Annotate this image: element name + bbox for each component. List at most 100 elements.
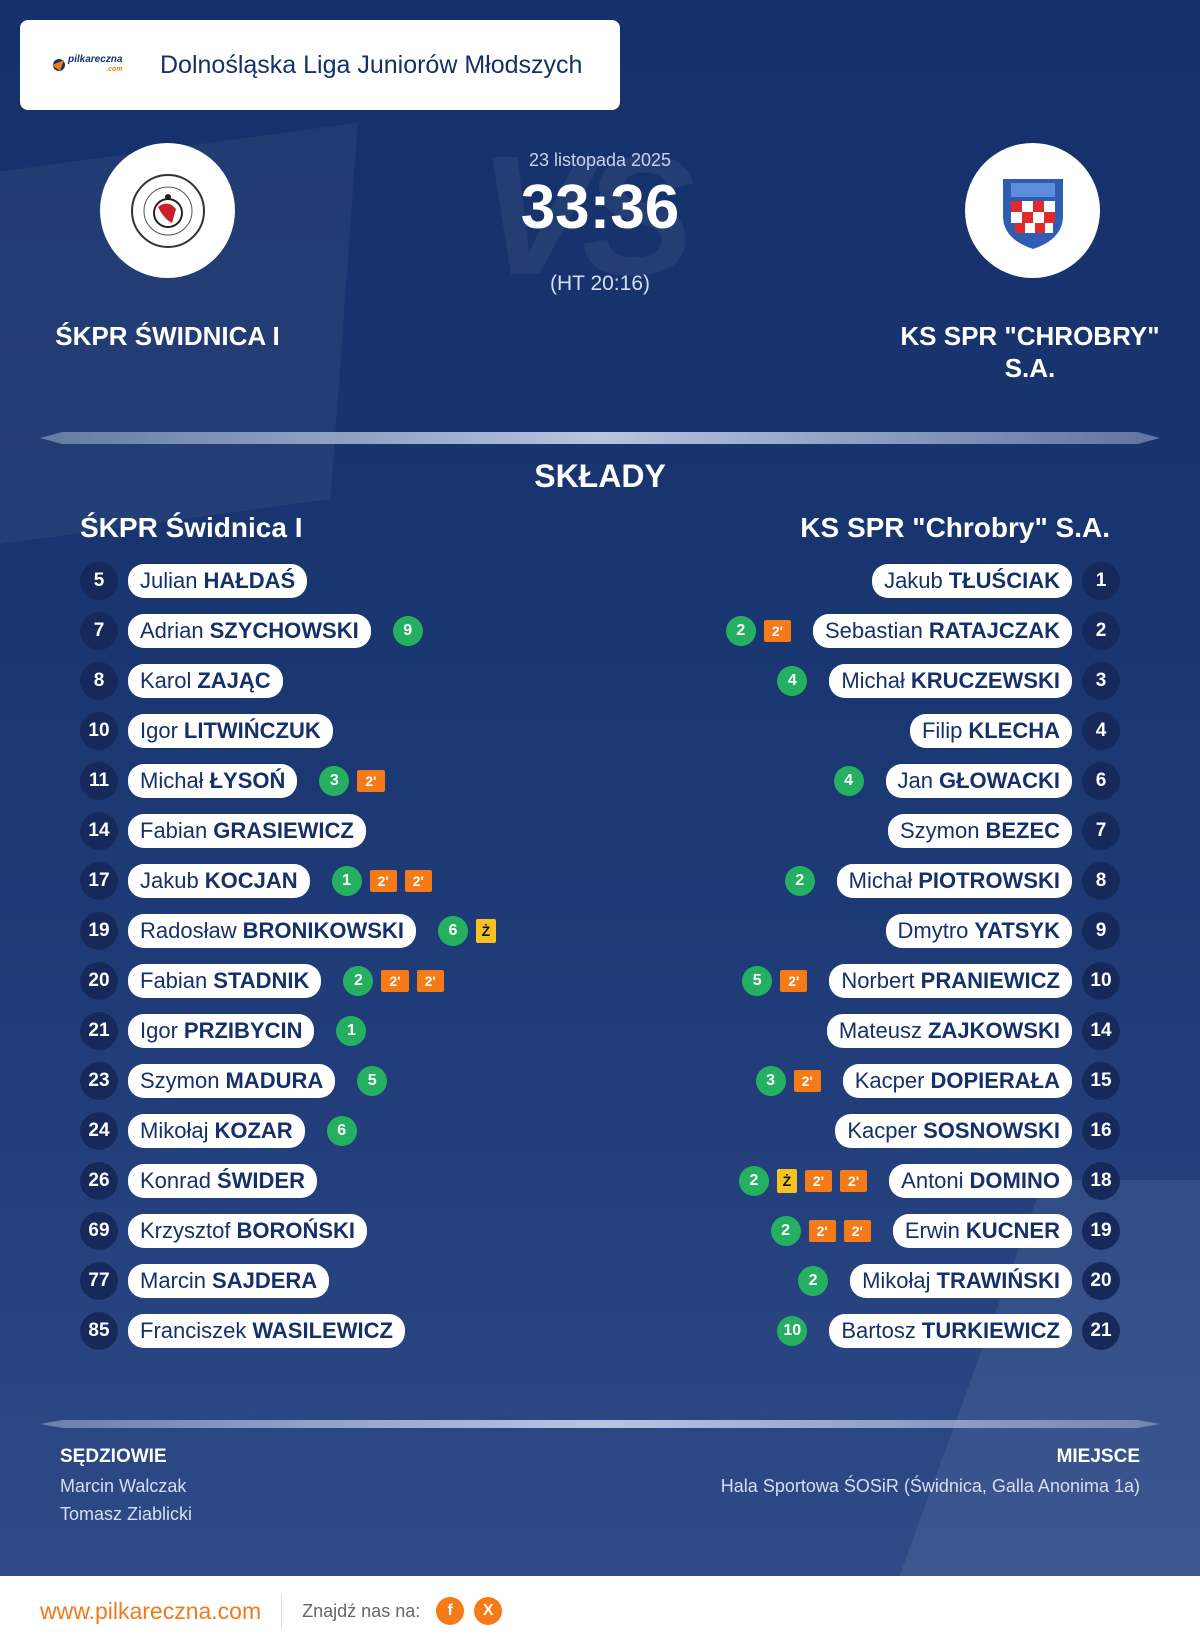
league-header: pilkareczna .com Dolnośląska Liga Junior… xyxy=(20,20,620,110)
brand-suffix: .com xyxy=(106,66,123,73)
player-number: 14 xyxy=(1082,1012,1120,1050)
player-row: Filip KLECHA 4 xyxy=(726,706,1120,756)
suspension-badge: 2' xyxy=(416,970,444,992)
player-row: 10 Igor LITWIŃCZUK xyxy=(80,706,496,756)
goals-badge: 2 xyxy=(798,1266,829,1296)
player-first-name: Franciszek xyxy=(140,1318,247,1343)
player-number: 1 xyxy=(1082,562,1120,600)
player-events: 2 2' xyxy=(725,616,791,646)
player-events: 5 2' xyxy=(742,966,808,996)
facebook-icon[interactable]: f xyxy=(436,1597,465,1625)
player-last-name: ZAJKOWSKI xyxy=(928,1018,1060,1043)
player-row: 77 Marcin SAJDERA xyxy=(80,1256,496,1306)
goals-badge: 4 xyxy=(777,666,808,696)
player-row: 2 Mikołaj TRAWIŃSKI 20 xyxy=(726,1256,1120,1306)
player-last-name: KUCNER xyxy=(965,1218,1060,1243)
player-row: 85 Franciszek WASILEWICZ xyxy=(80,1306,496,1356)
website-link[interactable]: www.pilkareczna.com xyxy=(40,1597,262,1624)
x-icon[interactable]: X xyxy=(474,1597,503,1625)
player-last-name: GŁOWACKI xyxy=(939,768,1060,793)
player-last-name: BOROŃSKI xyxy=(236,1218,356,1243)
player-row: 11 Michał ŁYSOŃ 3 2' xyxy=(80,756,496,806)
player-number: 77 xyxy=(80,1262,118,1300)
player-last-name: SZYCHOWSKI xyxy=(209,618,359,643)
player-row: 21 Igor PRZIBYCIN 1 xyxy=(80,1006,496,1056)
player-first-name: Igor xyxy=(140,1018,178,1043)
brand-name: pilkareczna xyxy=(68,54,123,65)
player-row: 17 Jakub KOCJAN 1 2' 2' xyxy=(80,856,496,906)
player-row: 23 Szymon MADURA 5 xyxy=(80,1056,496,1106)
player-first-name: Sebastian xyxy=(824,618,923,643)
player-name: Erwin KUCNER xyxy=(892,1214,1072,1248)
player-number: 18 xyxy=(1082,1162,1120,1200)
goals-badge: 6 xyxy=(437,916,468,946)
player-last-name: DOPIERAŁA xyxy=(930,1068,1060,1093)
suspension-badge: 2' xyxy=(804,1170,833,1192)
player-row: 8 Karol ZAJĄC xyxy=(80,656,496,706)
yellow-card-icon: Ż xyxy=(776,1169,797,1193)
suspension-badge: 2' xyxy=(793,1070,821,1092)
goals-badge: 2 xyxy=(725,616,756,646)
away-lineup-title: KS SPR "Chrobry" S.A. xyxy=(800,512,1110,543)
player-first-name: Michał xyxy=(841,668,905,693)
player-first-name: Mikołaj xyxy=(140,1118,209,1143)
player-events: 1 xyxy=(336,1016,367,1046)
player-last-name: KOZAR xyxy=(214,1118,293,1143)
player-first-name: Mikołaj xyxy=(862,1268,931,1293)
player-name: Marcin SAJDERA xyxy=(128,1264,330,1298)
player-name: Jakub KOCJAN xyxy=(128,864,310,898)
player-row: 5 2' Norbert PRANIEWICZ 10 xyxy=(726,956,1120,1006)
goals-badge: 5 xyxy=(742,966,773,996)
player-number: 19 xyxy=(80,912,118,950)
player-name: Filip KLECHA xyxy=(909,714,1072,748)
player-last-name: YATSYK xyxy=(974,918,1060,943)
player-first-name: Norbert xyxy=(841,968,915,993)
suspension-badge: 2' xyxy=(840,1170,868,1192)
player-events: 3 2' xyxy=(755,1066,821,1096)
player-row: 69 Krzysztof BOROŃSKI xyxy=(80,1206,496,1256)
player-last-name: BRONIKOWSKI xyxy=(242,918,404,943)
goals-badge: 1 xyxy=(336,1016,367,1046)
player-last-name: PIOTROWSKI xyxy=(918,868,1060,893)
home-team-name: ŚKPR ŚWIDNICA I xyxy=(55,321,280,351)
half-time-score: (HT 20:16) xyxy=(550,272,650,295)
player-row: 2 Michał PIOTROWSKI 8 xyxy=(726,856,1120,906)
player-events: 6 xyxy=(326,1116,357,1146)
player-last-name: TRAWIŃSKI xyxy=(936,1268,1060,1293)
away-lineup: Jakub TŁUŚCIAK 1 2 2' Sebastian RATAJCZAK 2 4 Mic… xyxy=(725,556,1120,1356)
player-last-name: PRZIBYCIN xyxy=(183,1018,303,1043)
match-date: 23 listopada 2025 xyxy=(528,150,672,170)
venue-name: Hala Sportowa ŚOSiR (Świdnica, Galla Ano… xyxy=(720,1476,1140,1496)
player-number: 10 xyxy=(1082,962,1120,1000)
player-last-name: STADNIK xyxy=(213,968,310,993)
player-name: Igor PRZIBYCIN xyxy=(128,1014,315,1048)
player-events: 9 xyxy=(392,616,423,646)
player-number: 23 xyxy=(80,1062,118,1100)
player-row: 26 Konrad ŚWIDER xyxy=(80,1156,496,1206)
player-last-name: KRUCZEWSKI xyxy=(910,668,1060,693)
player-events: 2 xyxy=(798,1266,829,1296)
player-number: 5 xyxy=(80,562,118,600)
player-name: Adrian SZYCHOWSKI xyxy=(128,614,371,648)
player-number: 14 xyxy=(80,812,118,850)
player-last-name: SAJDERA xyxy=(212,1268,318,1293)
player-name: Antoni DOMINO xyxy=(889,1164,1072,1198)
player-events: 10 xyxy=(777,1316,808,1346)
player-row: 10 Bartosz TURKIEWICZ 21 xyxy=(726,1306,1120,1356)
player-row: Kacper SOSNOWSKI 16 xyxy=(726,1106,1120,1156)
player-name: Michał ŁYSOŃ xyxy=(128,764,298,798)
player-number: 6 xyxy=(1082,762,1120,800)
player-number: 10 xyxy=(80,712,118,750)
away-team-name: KS SPR "CHROBRY" S.A. xyxy=(900,321,1160,383)
home-lineup: 5 Julian HAŁDAŚ 7 Adrian SZYCHOWSKI 9 8 Karol ZAJ… xyxy=(80,556,496,1356)
player-number: 24 xyxy=(80,1112,118,1150)
player-events: 2 2' 2' xyxy=(770,1216,871,1246)
player-events: 5 xyxy=(357,1066,388,1096)
player-name: Jakub TŁUŚCIAK xyxy=(872,564,1072,598)
goals-badge: 3 xyxy=(755,1066,786,1096)
player-name: Julian HAŁDAŚ xyxy=(128,564,308,598)
footer-separator xyxy=(281,1594,283,1628)
player-number: 26 xyxy=(80,1162,118,1200)
goals-badge: 5 xyxy=(357,1066,388,1096)
